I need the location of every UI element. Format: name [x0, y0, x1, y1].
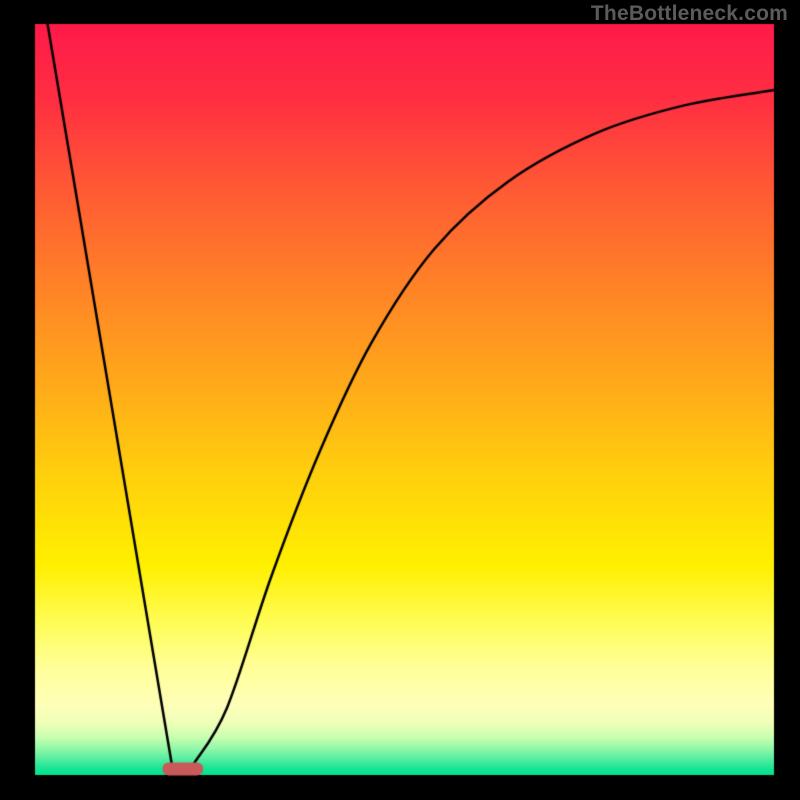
watermark-source: TheBottleneck.com — [591, 2, 788, 26]
bottleneck-chart-canvas — [0, 0, 800, 800]
chart-frame: { "canvas": { "width": 800, "height": 80… — [0, 0, 800, 800]
